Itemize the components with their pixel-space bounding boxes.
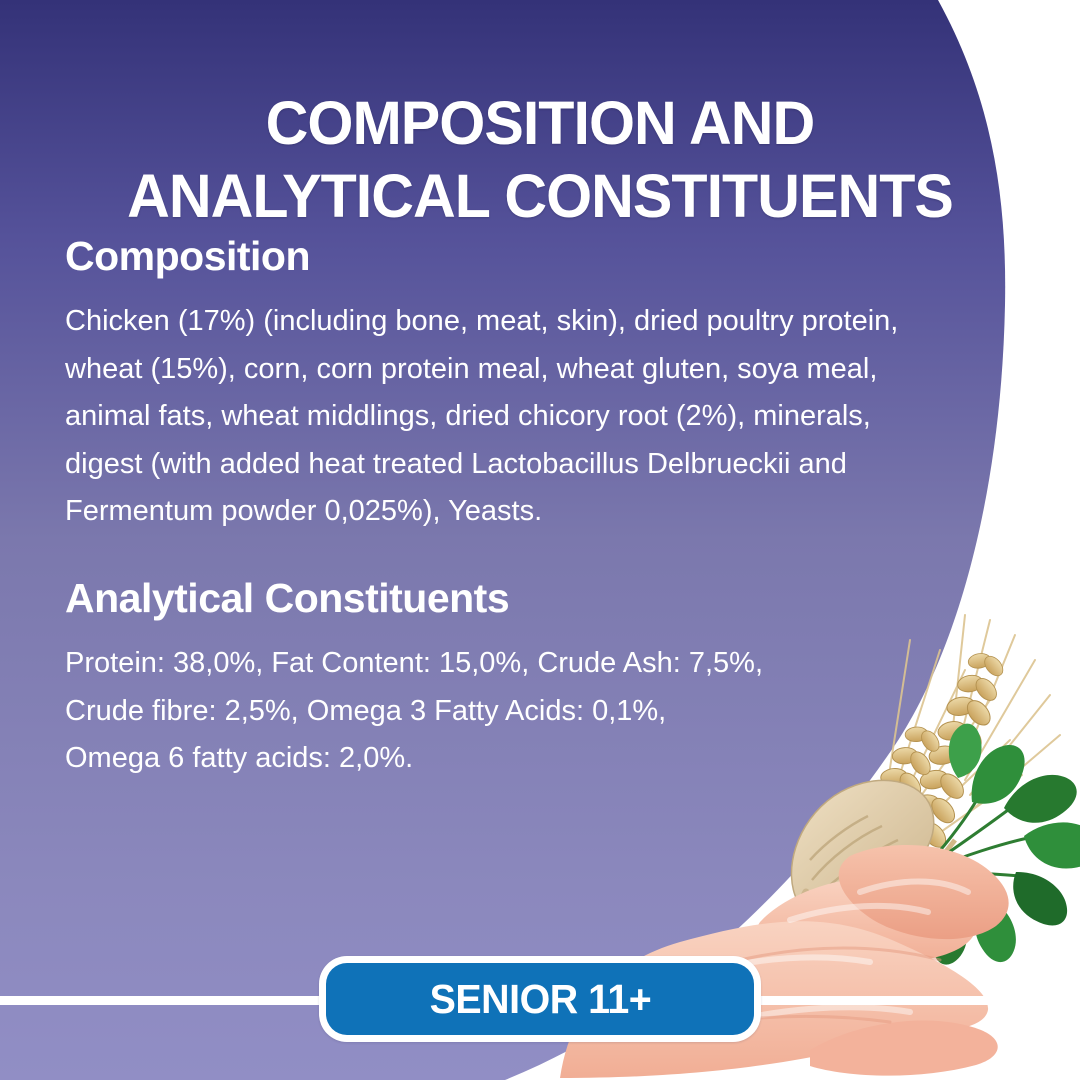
title-line-2: ANALYTICAL CONSTITUENTS	[127, 161, 954, 230]
analytical-body: Protein: 38,0%, Fat Content: 15,0%, Crud…	[65, 647, 764, 774]
composition-section: Composition Chicken (17%) (including bon…	[65, 232, 1005, 536]
senior-badge: SENIOR 11+	[319, 956, 761, 1042]
title-line-1: COMPOSITION AND	[265, 88, 816, 157]
analytical-section: Analytical Constituents Protein: 38,0%, …	[65, 574, 1005, 783]
composition-body: Chicken (17%) (including bone, meat, ski…	[65, 305, 899, 527]
composition-heading: Composition	[65, 233, 311, 279]
analytical-heading: Analytical Constituents	[65, 575, 510, 621]
senior-badge-fill: SENIOR 11+	[326, 963, 754, 1035]
senior-badge-label: SENIOR 11+	[429, 975, 651, 1022]
page-title: COMPOSITION AND ANALYTICAL CONSTITUENTS	[16, 87, 1064, 233]
